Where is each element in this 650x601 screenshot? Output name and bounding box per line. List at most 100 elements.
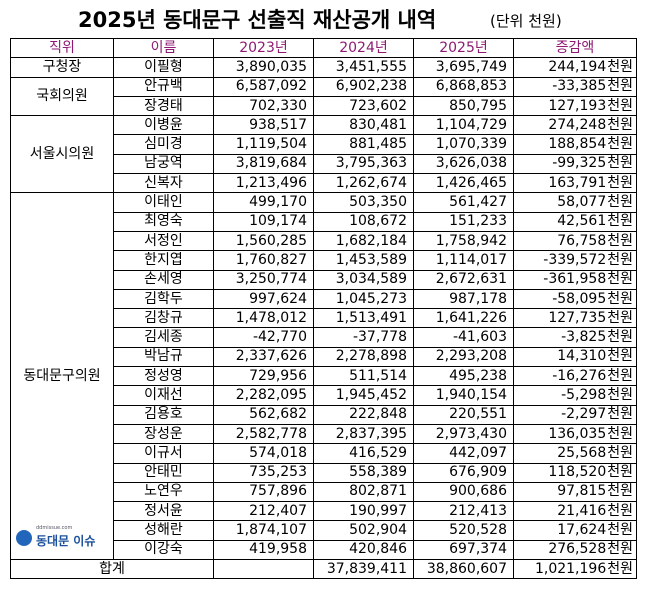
value-2023-cell: -42,770 [213, 327, 314, 348]
name-cell: 정서윤 [113, 501, 214, 522]
name-cell: 이재선 [113, 385, 214, 406]
value-2025-cell: 1,104,729 [413, 115, 514, 136]
value-2024-cell: 2,278,898 [313, 346, 414, 368]
total-diff-unit: 천원 [607, 560, 633, 577]
diff-value: 188,854 [548, 136, 607, 153]
diff-cell: 14,310천원 [513, 346, 637, 368]
diff-cell: 127,193천원 [513, 95, 637, 117]
diff-value: 58,077 [557, 194, 607, 211]
diff-cell: 25,568천원 [513, 443, 637, 464]
value-2023-cell: 6,587,092 [213, 76, 314, 97]
table-row: 노연우 757,896 802,871 900,686 97,815천원 [11, 481, 637, 503]
value-2025-cell: 2,672,631 [413, 269, 514, 290]
diff-cell: 17,624천원 [513, 520, 637, 541]
value-2024-cell: 830,481 [313, 115, 414, 136]
value-2025-cell: 987,178 [413, 288, 514, 310]
value-2023-cell: 2,337,626 [213, 346, 314, 368]
diff-cell: 58,077천원 [513, 192, 637, 213]
header-2023: 2023년 [213, 37, 314, 59]
diff-cell: -33,385천원 [513, 76, 637, 97]
value-2023-cell: 499,170 [213, 192, 314, 213]
value-2024-cell: 6,902,238 [313, 76, 414, 97]
name-cell: 이필형 [113, 57, 214, 78]
value-2024-cell: 1,453,589 [313, 250, 414, 271]
value-2023-cell: 1,874,107 [213, 520, 314, 541]
table-row: 김창규 1,478,012 1,513,491 1,641,226 127,735천원 [11, 308, 637, 329]
total-2023 [213, 559, 314, 580]
diff-value: -2,297 [561, 406, 607, 423]
diff-value: -3,825 [561, 329, 607, 346]
table-row: 신복자 1,213,496 1,262,674 1,426,465 163,791천원 [11, 173, 637, 194]
value-2024-cell: -37,778 [313, 327, 414, 348]
diff-cell: 136,035천원 [513, 423, 637, 445]
table-row: 장성운 2,582,778 2,837,395 2,973,430 136,035천원 [11, 423, 637, 445]
diff-value: 42,561 [557, 213, 607, 230]
diff-unit: 천원 [607, 213, 633, 230]
diff-unit: 천원 [607, 522, 633, 539]
diff-value: -339,572 [543, 251, 607, 268]
dongdaemun-issue-logo: ddmissue.com 동대문 이슈 [16, 525, 116, 550]
value-2025-cell: 3,626,038 [413, 153, 514, 175]
diff-value: -58,095 [552, 290, 607, 307]
value-2024-cell: 1,682,184 [313, 230, 414, 252]
total-diff: 1,021,196천원 [513, 559, 637, 580]
diff-value: 163,791 [548, 174, 607, 191]
value-2023-cell: 1,760,827 [213, 250, 314, 271]
diff-cell: 276,528천원 [513, 539, 637, 561]
name-cell: 손세영 [113, 269, 214, 290]
diff-value: 274,248 [548, 116, 607, 133]
table-row: 성해란 1,874,107 502,904 520,528 17,624천원 [11, 520, 637, 541]
diff-value: 17,624 [557, 522, 607, 539]
name-cell: 남궁역 [113, 153, 214, 175]
diff-unit: 천원 [607, 194, 633, 211]
diff-cell: 97,815천원 [513, 481, 637, 503]
name-cell: 최영숙 [113, 211, 214, 232]
value-2025-cell: 1,426,465 [413, 173, 514, 194]
name-cell: 노연우 [113, 481, 214, 503]
value-2024-cell: 1,262,674 [313, 173, 414, 194]
diff-unit: 천원 [607, 329, 633, 346]
value-2024-cell: 190,997 [313, 501, 414, 522]
logo-icon [16, 530, 32, 546]
header-2025: 2025년 [413, 37, 514, 59]
value-2024-cell: 2,837,395 [313, 423, 414, 445]
diff-value: 25,568 [557, 444, 607, 461]
name-cell: 성해란 [113, 520, 214, 541]
unit-label: (단위 천원) [490, 12, 562, 30]
diff-value: 127,735 [548, 309, 607, 326]
value-2025-cell: -41,603 [413, 327, 514, 348]
value-2023-cell: 109,174 [213, 211, 314, 232]
value-2024-cell: 420,846 [313, 539, 414, 561]
diff-unit: 천원 [607, 502, 633, 519]
logo-text: 동대문 이슈 [36, 534, 96, 548]
name-cell: 이태인 [113, 192, 214, 213]
diff-cell: 21,416천원 [513, 501, 637, 522]
table-row: 한지엽 1,760,827 1,453,589 1,114,017 -339,572천원 [11, 250, 637, 271]
diff-cell: 163,791천원 [513, 173, 637, 194]
value-2024-cell: 1,945,452 [313, 385, 414, 406]
value-2023-cell: 1,119,504 [213, 134, 314, 155]
diff-unit: 천원 [607, 116, 633, 133]
position-cell: 서울시의원 [10, 115, 114, 194]
name-cell: 김세종 [113, 327, 214, 348]
diff-unit: 천원 [607, 271, 633, 288]
diff-value: -361,958 [543, 271, 607, 288]
name-cell: 장경태 [113, 95, 214, 117]
name-cell: 안태민 [113, 462, 214, 483]
total-2024: 37,839,411 [313, 559, 414, 580]
value-2023-cell: 729,956 [213, 366, 314, 387]
diff-cell: -16,276천원 [513, 366, 637, 387]
diff-cell: -339,572천원 [513, 250, 637, 271]
value-2025-cell: 850,795 [413, 95, 514, 117]
diff-unit: 천원 [607, 78, 633, 95]
value-2024-cell: 3,795,363 [313, 153, 414, 175]
diff-cell: 118,520천원 [513, 462, 637, 483]
diff-cell: 244,194천원 [513, 57, 637, 78]
table-row: 동대문구의원 이태인 499,170 503,350 561,427 58,077천원 [10, 192, 637, 561]
diff-cell: 42,561천원 [513, 211, 637, 232]
diff-value: 276,528 [548, 541, 607, 558]
value-2024-cell: 502,904 [313, 520, 414, 541]
diff-unit: 천원 [607, 232, 633, 249]
position-cell: 국회의원 [10, 76, 114, 117]
diff-unit: 천원 [607, 174, 633, 191]
